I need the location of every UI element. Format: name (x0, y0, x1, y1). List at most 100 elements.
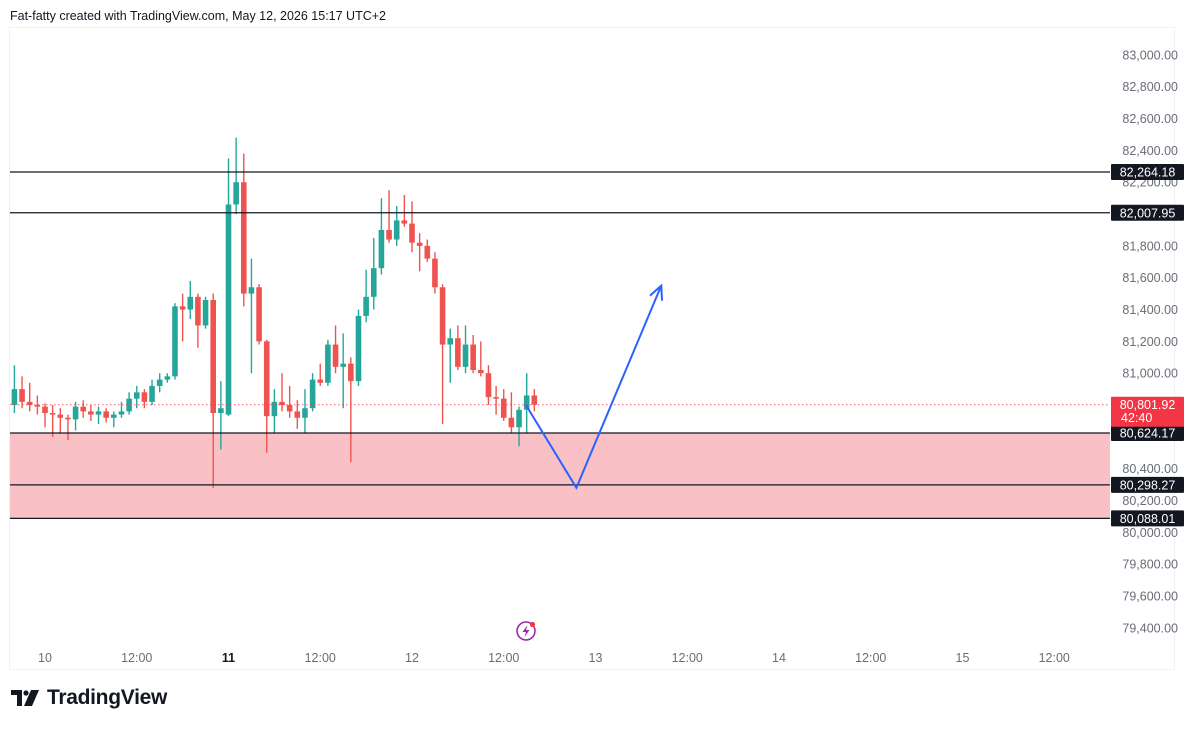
candle[interactable] (455, 325, 461, 371)
candle[interactable] (11, 365, 18, 413)
level-price-badge (1111, 476, 1184, 493)
candle[interactable] (179, 293, 186, 342)
y-axis-tick-label: 83,000.00 (1122, 48, 1178, 62)
candle[interactable] (286, 385, 293, 418)
candle[interactable] (34, 395, 41, 415)
candle[interactable] (393, 206, 400, 246)
candle[interactable] (240, 153, 247, 307)
event-flash-icon[interactable] (516, 621, 536, 641)
candle[interactable] (309, 373, 316, 412)
candle-body (156, 379, 163, 386)
level-price-label: 80,088.01 (1120, 512, 1176, 526)
candle[interactable] (49, 405, 56, 437)
candle[interactable] (118, 401, 125, 418)
candle[interactable] (195, 293, 201, 348)
candle[interactable] (263, 339, 270, 453)
candle-body (424, 245, 431, 259)
event-notification-dot (529, 621, 536, 628)
candle[interactable] (439, 284, 446, 425)
candle[interactable] (340, 333, 346, 409)
candle[interactable] (302, 389, 308, 434)
candle[interactable] (225, 158, 232, 417)
candle[interactable] (523, 373, 530, 434)
candle-body (263, 341, 270, 417)
candle[interactable] (378, 198, 385, 275)
y-axis-tick-label: 82,400.00 (1122, 144, 1178, 158)
candle[interactable] (294, 400, 301, 429)
brand[interactable]: TradingView (11, 686, 167, 710)
candle-body (470, 344, 476, 371)
candle[interactable] (202, 296, 209, 329)
candle[interactable] (325, 339, 331, 386)
candle[interactable] (470, 335, 476, 374)
candle[interactable] (447, 328, 454, 383)
candle[interactable] (332, 325, 339, 374)
candle[interactable] (149, 379, 155, 406)
candle-body (49, 412, 56, 415)
candle-body (363, 296, 369, 316)
candle-body (401, 220, 408, 224)
candle[interactable] (95, 406, 102, 425)
candle[interactable] (65, 414, 71, 441)
y-axis-tick-label: 81,800.00 (1122, 239, 1178, 253)
chart-frame[interactable] (9, 27, 1175, 670)
candle[interactable] (111, 411, 117, 428)
candle-body (187, 296, 194, 310)
candle[interactable] (133, 385, 140, 409)
candle[interactable] (485, 365, 492, 406)
candle[interactable] (279, 373, 285, 412)
candle[interactable] (516, 406, 522, 447)
candle[interactable] (256, 284, 262, 345)
candle-body (218, 408, 224, 413)
candle-body (57, 414, 64, 418)
candle[interactable] (141, 389, 148, 409)
candle[interactable] (172, 303, 178, 380)
candle-body (416, 242, 423, 246)
candle[interactable] (500, 389, 507, 421)
candle[interactable] (386, 190, 392, 243)
candle[interactable] (103, 408, 109, 423)
level-price-badge (1111, 164, 1184, 181)
candle-body (393, 220, 400, 240)
candle[interactable] (19, 376, 25, 409)
projection-path[interactable] (525, 285, 663, 490)
candle[interactable] (416, 233, 423, 272)
candle[interactable] (409, 201, 415, 253)
candle[interactable] (164, 373, 171, 383)
candle[interactable] (210, 293, 217, 488)
candle[interactable] (493, 385, 499, 415)
candle-body (256, 287, 262, 342)
candle[interactable] (531, 389, 538, 412)
candle[interactable] (317, 363, 324, 386)
candle[interactable] (271, 389, 278, 434)
candle[interactable] (370, 237, 377, 310)
candle[interactable] (80, 400, 87, 418)
candle[interactable] (88, 405, 94, 421)
candle-body (118, 411, 125, 415)
candle[interactable] (355, 309, 362, 386)
candle[interactable] (156, 373, 163, 393)
candle[interactable] (248, 258, 255, 374)
candle[interactable] (187, 280, 194, 320)
candle[interactable] (218, 381, 224, 450)
candle[interactable] (462, 325, 469, 374)
y-axis-tick-label: 79,800.00 (1122, 558, 1178, 572)
candle[interactable] (126, 392, 132, 415)
candle[interactable] (363, 269, 369, 323)
x-axis-tick-label: 12:00 (305, 651, 336, 665)
candle[interactable] (508, 392, 515, 434)
candle[interactable] (432, 252, 438, 294)
candle[interactable] (57, 408, 64, 434)
candle[interactable] (42, 403, 48, 428)
candle[interactable] (348, 357, 354, 463)
current-price-label: 80,801.92 (1120, 398, 1176, 412)
candle[interactable] (401, 194, 408, 227)
candle-body (493, 397, 499, 399)
candle-body (95, 411, 102, 415)
candle[interactable] (233, 137, 239, 215)
candle[interactable] (424, 239, 431, 262)
candle[interactable] (478, 341, 484, 377)
candle[interactable] (26, 382, 33, 412)
candle[interactable] (72, 401, 79, 431)
